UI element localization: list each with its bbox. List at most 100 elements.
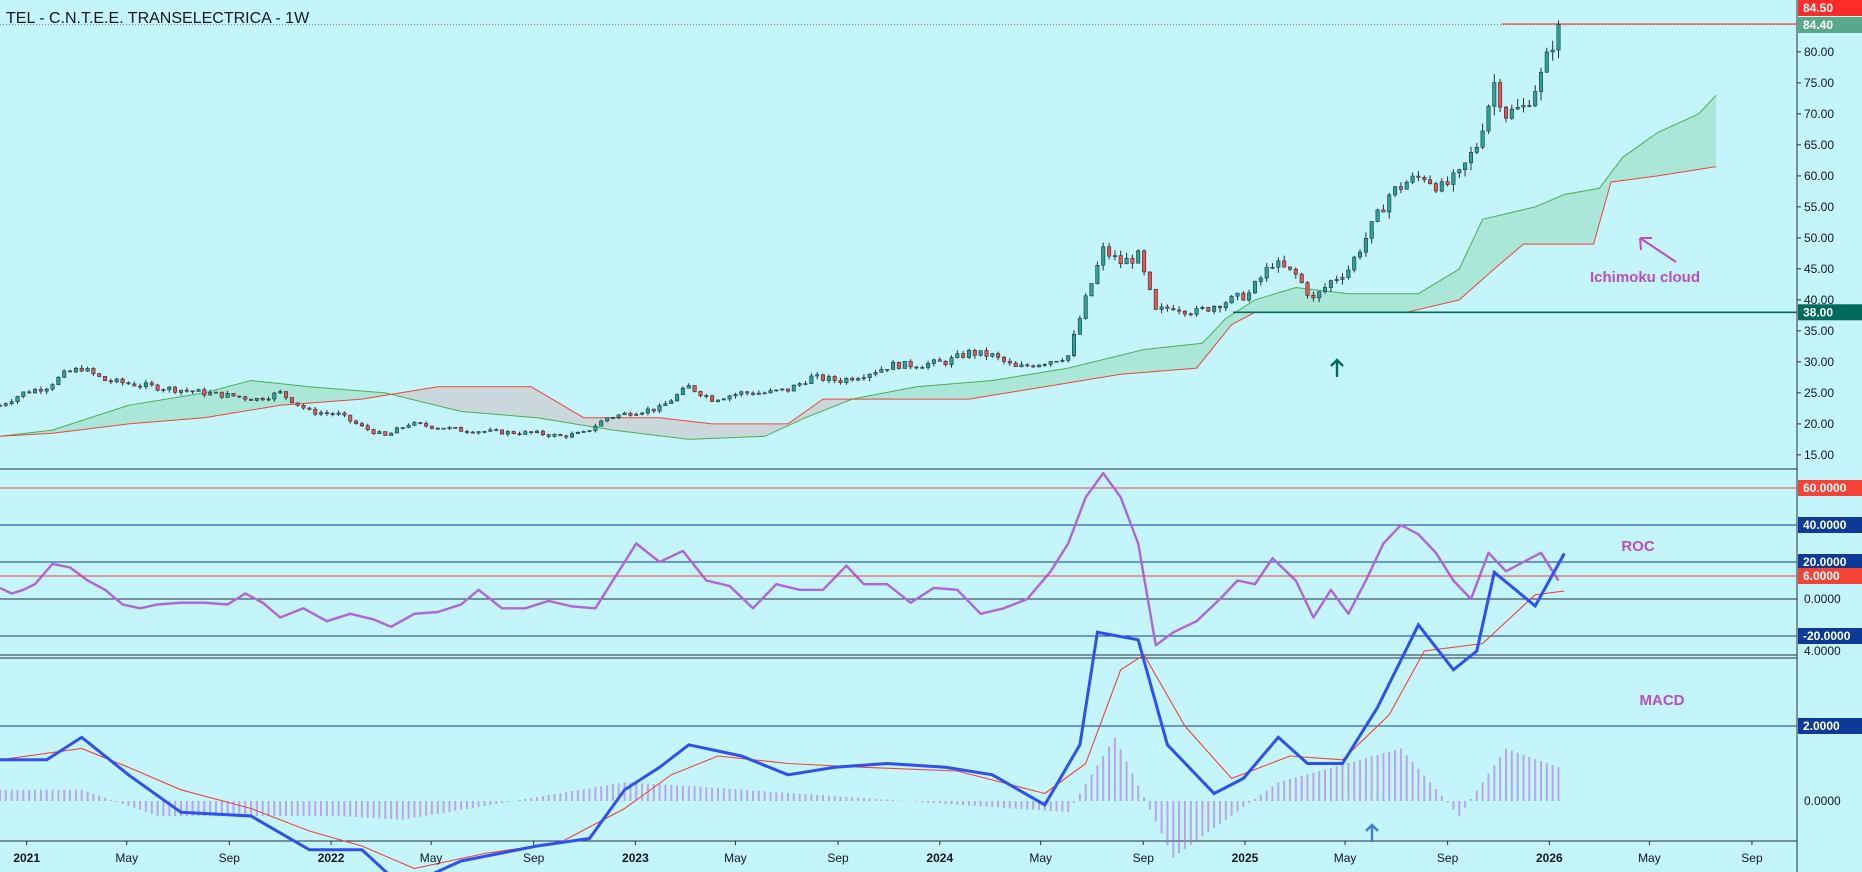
- cloud-fill-segment: [1593, 188, 1600, 245]
- candle-body: [1142, 250, 1147, 273]
- candle-body: [103, 375, 108, 382]
- candle-body: [295, 402, 300, 406]
- candle-body: [1118, 255, 1123, 265]
- cloud-fill-segment: [1441, 276, 1448, 304]
- time-tick-label: Sep: [1741, 851, 1763, 865]
- candle-body: [756, 392, 761, 395]
- candle-body: [1305, 282, 1310, 296]
- candle-body: [1083, 295, 1088, 319]
- cloud-fill-segment: [1074, 365, 1080, 382]
- cloud-fill-segment: [1225, 314, 1232, 332]
- candle-body: [1404, 182, 1409, 190]
- candle-body: [645, 408, 650, 414]
- cloud-fill-segment: [513, 386, 520, 417]
- candle-body: [1492, 82, 1497, 107]
- cloud-fill-segment: [630, 417, 637, 433]
- cloud-fill-segment: [496, 386, 502, 415]
- candle-body: [1247, 292, 1252, 301]
- candle-body: [721, 398, 726, 401]
- cloud-fill-segment: [356, 390, 362, 400]
- candle-body: [348, 414, 353, 422]
- candle-body: [832, 376, 837, 381]
- candle-body: [599, 420, 604, 427]
- candle-body: [675, 394, 680, 402]
- candle-body: [1521, 105, 1526, 108]
- cloud-fill-segment: [1675, 121, 1682, 174]
- candle-body: [1241, 292, 1246, 301]
- cloud-fill-segment: [373, 391, 380, 398]
- grid-lines: [0, 0, 1798, 872]
- cloud-fill-segment: [239, 382, 246, 412]
- candle-body: [774, 389, 779, 392]
- cloud-fill-segment: [1085, 362, 1092, 380]
- candle-body: [511, 431, 516, 435]
- candle-body: [1165, 306, 1170, 309]
- candle-body: [1469, 152, 1474, 164]
- annotations: Ichimoku cloud ROC MACD: [1330, 237, 1700, 842]
- candle-body: [914, 366, 919, 369]
- candle-body: [114, 378, 119, 383]
- time-tick-label: 2022: [318, 851, 345, 865]
- candle-body: [1544, 51, 1549, 73]
- cloud-fill-segment: [904, 387, 911, 400]
- cloud-fill-segment: [998, 378, 1004, 395]
- candle-body: [1095, 264, 1100, 284]
- price-tick-label: 60.00: [1804, 169, 1834, 183]
- cloud-fill-segment: [1704, 101, 1711, 169]
- cloud-fill-segment: [1330, 291, 1337, 313]
- cloud-fill-segment: [1581, 190, 1588, 245]
- cloud-fill-segment: [268, 382, 275, 408]
- cloud-fill-segment: [1686, 116, 1693, 172]
- cloud-fill-segment: [431, 386, 438, 406]
- cloud-fill-segment: [145, 401, 152, 423]
- candle-body: [564, 435, 569, 438]
- candle-body: [908, 360, 913, 368]
- candle-body: [1025, 364, 1030, 367]
- cloud-fill-segment: [1459, 256, 1466, 300]
- cloud-fill-segment: [1430, 283, 1436, 307]
- cloud-fill-segment: [163, 398, 170, 421]
- cloud-fill-segment: [1587, 189, 1594, 245]
- candle-body: [680, 387, 685, 395]
- cloud-span-a: [0, 94, 1717, 440]
- candle-body: [610, 417, 615, 419]
- candle-body: [745, 391, 750, 394]
- roc-pane: [0, 472, 1797, 647]
- cloud-fill-segment: [467, 386, 473, 413]
- time-tick-label: May: [1029, 851, 1052, 865]
- cloud-fill-segment: [1628, 149, 1635, 180]
- cloud-fill-segment: [1056, 369, 1063, 385]
- candle-body: [1410, 175, 1415, 183]
- candle-body: [587, 430, 592, 432]
- candle-body: [978, 350, 983, 356]
- candle-body: [1235, 292, 1240, 297]
- candle-body: [79, 367, 84, 372]
- candle-body: [891, 361, 896, 370]
- candle-body: [704, 395, 709, 397]
- cloud-fill-segment: [1541, 201, 1547, 245]
- price-tick-label: 40.00: [1804, 293, 1834, 307]
- cloud-fill-segment: [881, 392, 888, 400]
- candle-body: [126, 382, 131, 385]
- cloud-fill-segment: [1284, 289, 1290, 313]
- candle-body: [1136, 250, 1141, 264]
- cloud-fill-segment: [1482, 217, 1489, 280]
- cloud-fill-segment: [1237, 307, 1244, 322]
- candle-body: [1527, 105, 1532, 107]
- candle-body: [301, 404, 306, 409]
- roc-tag-minus20: -20.0000: [1803, 629, 1851, 643]
- candle-body: [750, 392, 755, 395]
- cloud-fill-segment: [653, 417, 660, 436]
- candle-body: [1556, 24, 1561, 51]
- cloud-fill-segment: [525, 386, 532, 418]
- candle-body: [494, 429, 499, 432]
- price-tick-label: 30.00: [1804, 355, 1834, 369]
- cloud-fill-segment: [1692, 113, 1699, 171]
- cloud-fill-segment: [478, 386, 485, 414]
- candle-body: [1037, 364, 1042, 368]
- cloud-fill-segment: [1050, 370, 1057, 386]
- cloud-fill-segment: [52, 428, 59, 434]
- cloud-fill-segment: [531, 386, 537, 418]
- candle-body: [1439, 181, 1444, 192]
